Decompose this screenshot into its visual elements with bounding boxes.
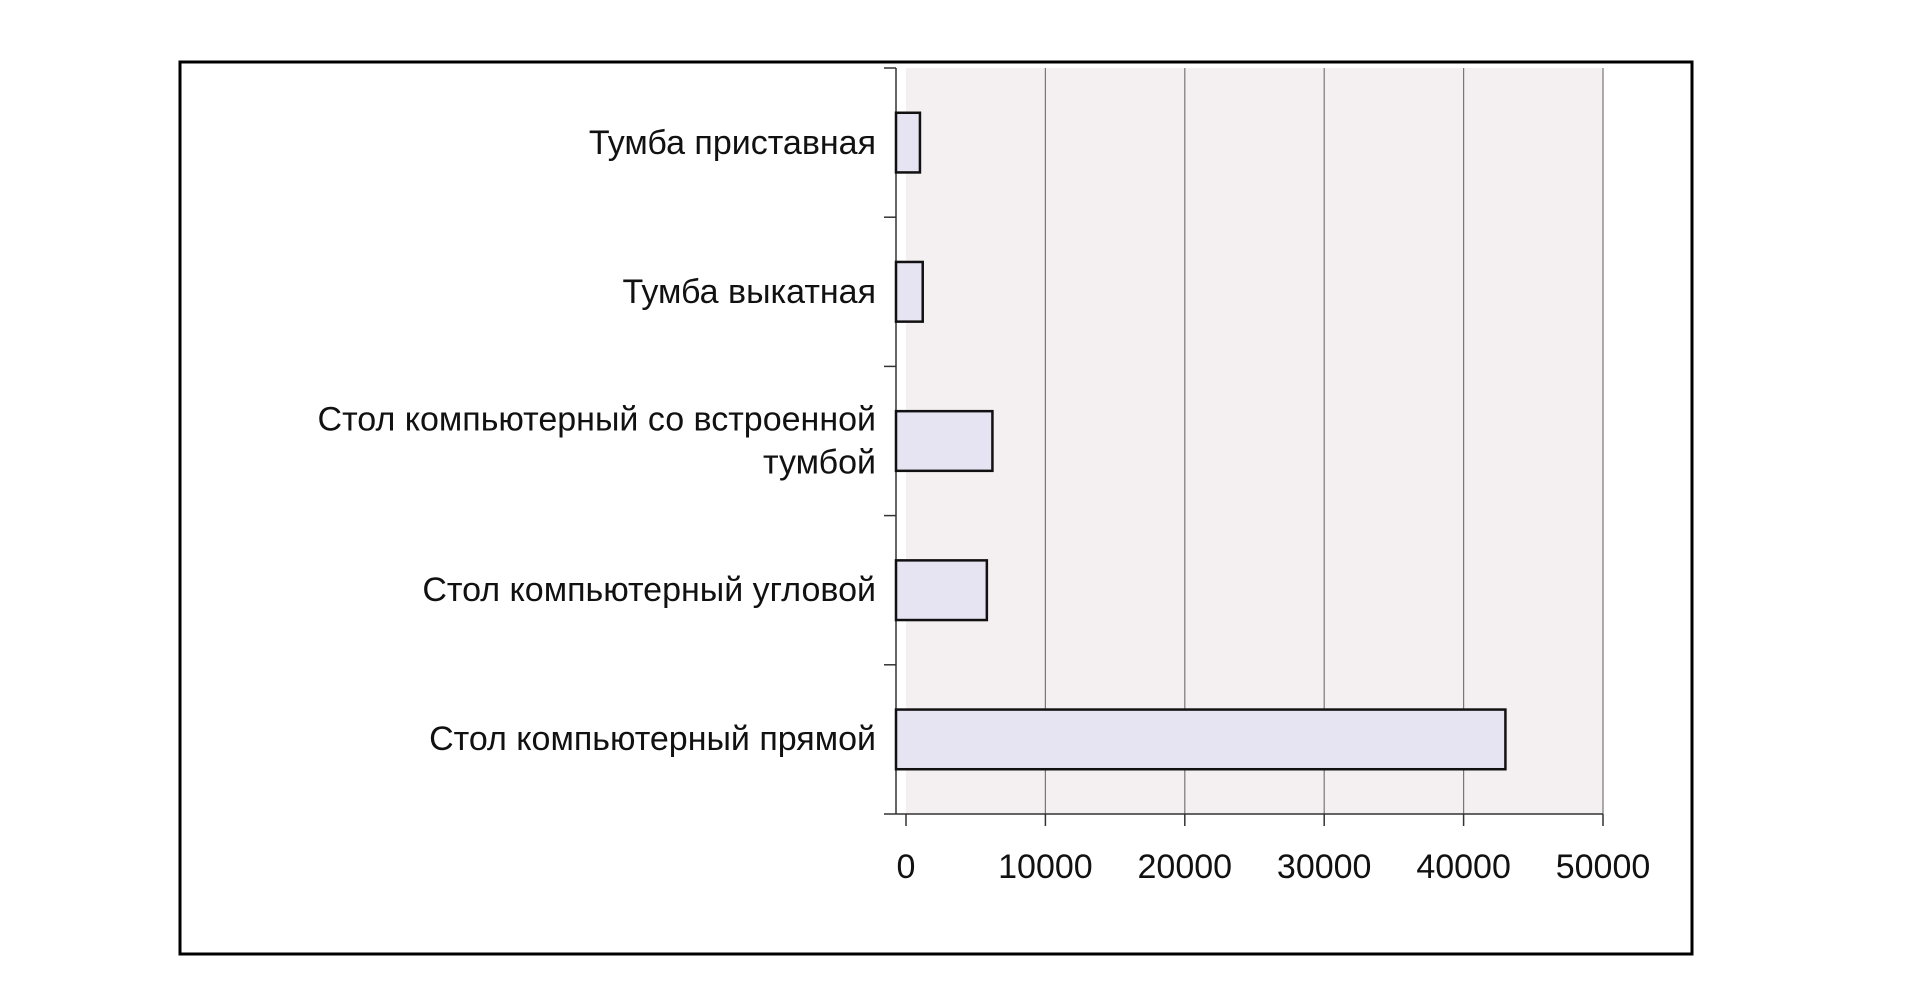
y-tick-label: Тумба приставная	[588, 123, 876, 162]
x-tick-label: 20000	[1138, 848, 1233, 886]
x-tick-label: 40000	[1416, 848, 1511, 886]
bar	[894, 260, 924, 323]
x-tick-label: 0	[897, 848, 916, 886]
x-tick-label: 50000	[1556, 848, 1651, 886]
bar	[894, 409, 994, 473]
chart-frame	[178, 60, 1694, 956]
y-tick-label: Стол компьютерный угловой	[422, 570, 876, 609]
y-tick-label: Стол компьютерный со встроенной тумбой	[317, 400, 876, 482]
bar	[894, 559, 989, 622]
x-tick-label: 10000	[998, 848, 1093, 886]
y-tick-label: Тумба выкатная	[622, 272, 876, 311]
x-tick-label: 30000	[1277, 848, 1372, 886]
y-tick-label: Стол компьютерный прямой	[429, 720, 876, 759]
bar	[894, 111, 922, 174]
bar	[894, 708, 1507, 771]
plot-area	[906, 68, 1603, 814]
